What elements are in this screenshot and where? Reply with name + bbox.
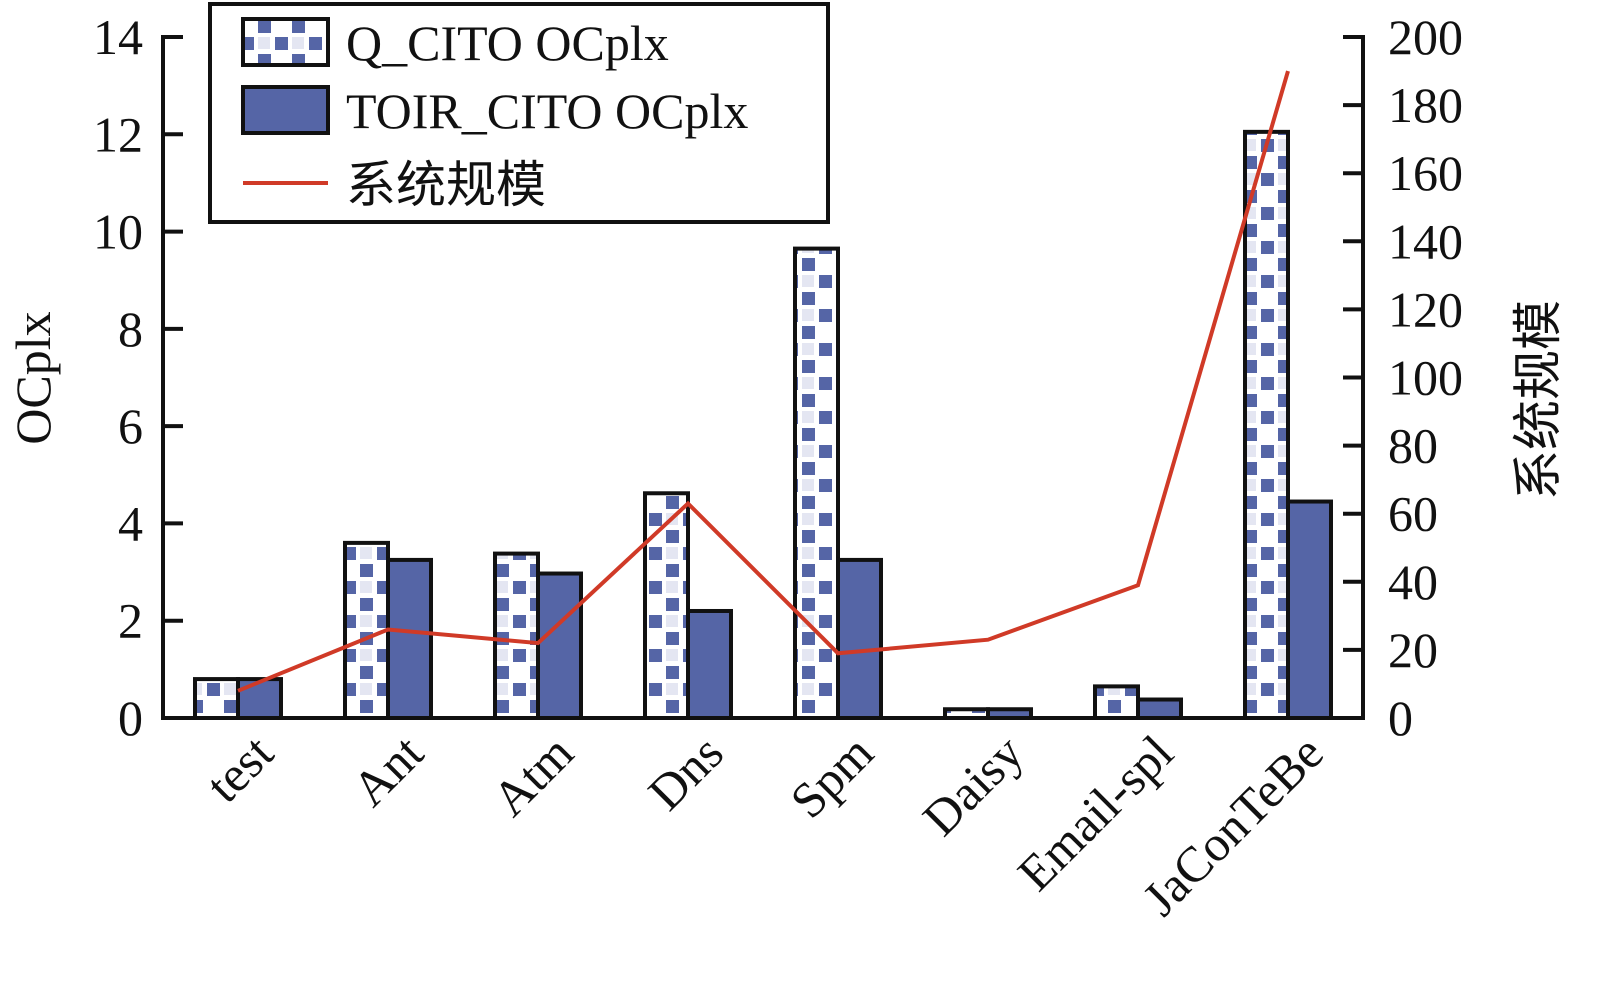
left-tick-label: 6 xyxy=(118,398,143,454)
right-tick-label: 160 xyxy=(1388,145,1463,201)
bar-toir-cito-dns xyxy=(686,608,733,720)
bar-toir-cito-ant xyxy=(386,557,433,720)
x-tick-label-ant: Ant xyxy=(341,724,434,817)
right-tick-label: 120 xyxy=(1388,281,1463,337)
right-tick-label: 200 xyxy=(1388,9,1463,65)
bar-q-cito-atm xyxy=(493,551,540,721)
y-axis-title: OCplx xyxy=(5,311,61,444)
y2-axis-title: 系统规模 xyxy=(1510,300,1566,500)
legend-swatch-toir-cito xyxy=(241,85,330,135)
left-tick-label: 0 xyxy=(118,690,143,746)
x-tick-label-spm: Spm xyxy=(779,724,884,829)
legend-label-q-cito: Q_CITO OCplx xyxy=(346,15,669,71)
right-tick-label: 100 xyxy=(1388,350,1463,406)
bar-q-cito-email-spl xyxy=(1093,684,1140,720)
right-tick-label: 40 xyxy=(1388,554,1438,610)
right-tick-label: 60 xyxy=(1388,486,1438,542)
bar-toir-cito-atm xyxy=(536,571,583,720)
left-tick-label: 10 xyxy=(93,204,143,260)
left-tick-label: 12 xyxy=(93,106,143,162)
right-tick-label: 180 xyxy=(1388,77,1463,133)
right-tick-label: 0 xyxy=(1388,690,1413,746)
left-tick-label: 8 xyxy=(118,301,143,357)
bar-toir-cito-jacontebe xyxy=(1286,499,1333,720)
legend-label-toir-cito: TOIR_CITO OCplx xyxy=(346,83,748,139)
bar-toir-cito-spm xyxy=(836,557,883,720)
bar-toir-cito-email-spl xyxy=(1136,697,1183,720)
left-tick-label: 2 xyxy=(118,593,143,649)
bar-q-cito-dns xyxy=(643,491,690,720)
x-tick-label-test: test xyxy=(195,724,284,813)
x-tick-label-daisy: Daisy xyxy=(912,724,1034,846)
line-system-scale xyxy=(237,70,1290,693)
right-tick-label: 80 xyxy=(1388,418,1438,474)
legend-swatch-q-cito xyxy=(241,17,330,67)
x-tick-label-dns: Dns xyxy=(637,724,734,821)
bar-toir-cito-test xyxy=(236,677,283,720)
x-tick-label-atm: Atm xyxy=(481,724,584,827)
legend-label-system-scale: 系统规模 xyxy=(346,157,546,213)
legend: Q_CITO OCplx TOIR_CITO OCplx 系统规模 xyxy=(208,2,830,224)
right-tick-label: 20 xyxy=(1388,622,1438,678)
left-tick-label: 14 xyxy=(93,9,143,65)
bar-q-cito-jacontebe xyxy=(1243,129,1290,720)
left-tick-label: 4 xyxy=(118,495,143,551)
bar-q-cito-test xyxy=(193,677,240,720)
right-tick-label: 140 xyxy=(1388,213,1463,269)
